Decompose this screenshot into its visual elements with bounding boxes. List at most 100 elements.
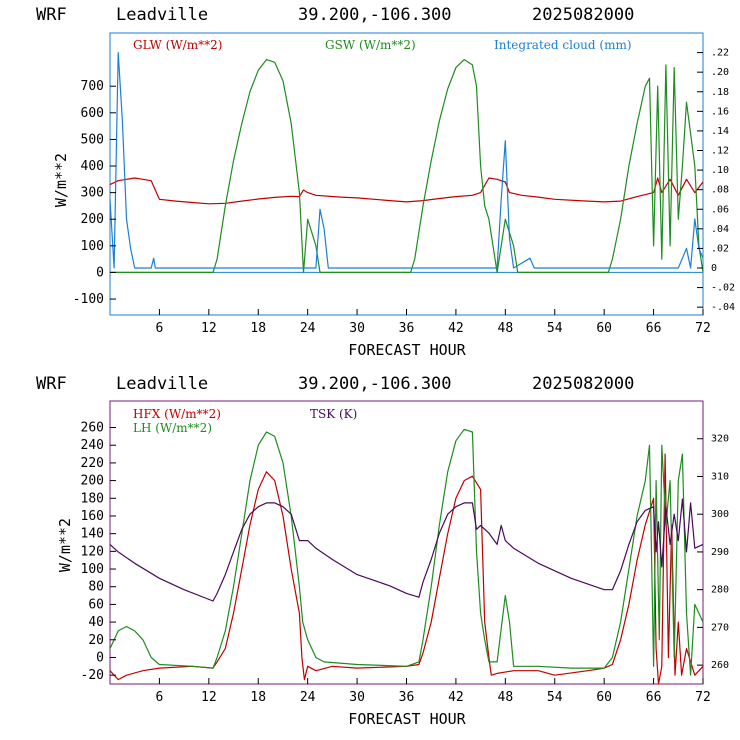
- chart1-ytick-label: 700: [81, 79, 104, 94]
- chart1-axes: 6 12 18 24 30 36 42 48 54 60 66 72 -100 0 100 200 300 400…: [73, 48, 735, 336]
- chart1-xtick-label: 24: [300, 321, 316, 336]
- chart2-xtick-label: 12: [201, 690, 217, 705]
- chart1-header: WRF Leadville 39.200,-106.300 2025082000: [36, 5, 634, 25]
- chart1-ytick-label: 0: [96, 265, 104, 280]
- chart1-rtick-label: .04: [711, 224, 729, 235]
- chart1-xlabel: FORECAST HOUR: [348, 341, 466, 359]
- chart1-rtick-label: .10: [711, 165, 729, 176]
- chart1-xtick-label: 30: [349, 321, 365, 336]
- chart1-series-line-0: [109, 177, 704, 205]
- chart2-run: 2025082000: [532, 374, 634, 394]
- chart1-ylabel: W/m**2: [52, 153, 70, 207]
- chart1-ytick-label: 100: [81, 239, 104, 254]
- chart2-ytick-label: 40: [88, 615, 104, 630]
- chart1-rtick-label: .22: [711, 48, 729, 59]
- chart2-rtick-label: 320: [711, 434, 729, 445]
- chart2-xtick-label: 66: [646, 690, 662, 705]
- chart2-ytick-label: 240: [81, 438, 104, 453]
- chart1-ytick-label: 500: [81, 132, 104, 147]
- chart1-xtick-label: 54: [547, 321, 563, 336]
- chart2-legend-lh: LH (W/m**2): [133, 421, 212, 435]
- chart2-ytick-label: 100: [81, 562, 104, 577]
- chart2-xtick-label: 24: [300, 690, 316, 705]
- chart2-header: WRF Leadville 39.200,-106.300 2025082000: [36, 374, 634, 394]
- chart2-xtick-label: 30: [349, 690, 365, 705]
- chart2-axes: 6 12 18 24 30 36 42 48 54 60 66 72 -20 0 20 40 60 80 100 12…: [81, 421, 730, 705]
- chart2-xtick-label: 54: [547, 690, 563, 705]
- chart2-ytick-label: 20: [88, 633, 104, 648]
- chart1-xtick-label: 36: [399, 321, 415, 336]
- chart1-xtick-label: 6: [156, 321, 164, 336]
- chart1-rtick-label: .12: [711, 146, 729, 157]
- chart2-xtick-label: 48: [498, 690, 514, 705]
- chart2-series-line-1: [109, 428, 704, 676]
- chart2-xtick-label: 6: [156, 690, 164, 705]
- chart2-station: Leadville: [116, 374, 208, 394]
- chart2-series: [109, 428, 704, 685]
- chart2-rtick-label: 300: [711, 509, 729, 520]
- chart2-rtick-label: 260: [711, 660, 729, 671]
- chart2-frame: [109, 400, 704, 685]
- chart2-ytick-label: 120: [81, 544, 104, 559]
- chart2-xtick-label: 72: [695, 690, 711, 705]
- chart1-rtick-label: .02: [711, 243, 729, 254]
- chart2-legend-tsk: TSK (K): [310, 407, 357, 421]
- chart2-legend: HFX (W/m**2) LH (W/m**2) TSK (K): [133, 407, 357, 435]
- chart2-ytick-label: -20: [81, 668, 104, 683]
- chart2-series-line-2: [109, 498, 704, 602]
- chart1-rtick-label: .08: [711, 185, 729, 196]
- chart1-legend: GLW (W/m**2) GSW (W/m**2) Integrated clo…: [133, 38, 632, 52]
- chart1-rtick-label: .20: [711, 67, 729, 78]
- chart2-ytick-label: 260: [81, 421, 104, 436]
- chart1-rtick-label: .06: [711, 204, 729, 215]
- chart2-ytick-label: 0: [96, 650, 104, 665]
- chart1-rtick-label: .16: [711, 106, 729, 117]
- chart1-series-line-2: [109, 52, 704, 269]
- chart1-rtick-label: 0: [711, 263, 717, 274]
- chart2-ytick-label: 140: [81, 527, 104, 542]
- chart1-xtick-label: 72: [695, 321, 711, 336]
- chart1-run: 2025082000: [532, 5, 634, 25]
- chart2-rtick-label: 270: [711, 622, 729, 633]
- chart2-ytick-label: 180: [81, 491, 104, 506]
- chart2-ytick-label: 200: [81, 474, 104, 489]
- chart1-rtick-label: -.04: [711, 302, 735, 313]
- chart1-rtick-label: -.02: [711, 283, 735, 294]
- chart2-xtick-label: 60: [596, 690, 612, 705]
- chart1-legend-glw: GLW (W/m**2): [133, 38, 222, 52]
- chart2-ytick-label: 220: [81, 456, 104, 471]
- chart2-ytick-label: 160: [81, 509, 104, 524]
- chart1-legend-cloud: Integrated cloud (mm): [494, 38, 632, 52]
- chart1-xtick-label: 42: [448, 321, 464, 336]
- chart2-rtick-label: 290: [711, 547, 729, 558]
- chart1-ytick-label: 600: [81, 106, 104, 121]
- chart2-ytick-label: 80: [88, 580, 104, 595]
- chart1-xtick-label: 18: [250, 321, 266, 336]
- chart2-model: WRF: [36, 374, 67, 394]
- chart2-xlabel: FORECAST HOUR: [348, 710, 466, 728]
- chart1-ytick-label: -100: [73, 292, 104, 307]
- chart1-ytick-label: 400: [81, 159, 104, 174]
- chart1-xtick-label: 48: [498, 321, 514, 336]
- chart2-rtick-label: 310: [711, 471, 729, 482]
- chart2-xtick-label: 36: [399, 690, 415, 705]
- chart1-model: WRF: [36, 5, 67, 25]
- chart1-xtick-label: 12: [201, 321, 217, 336]
- chart2-xtick-label: 18: [250, 690, 266, 705]
- chart1-coords: 39.200,-106.300: [298, 5, 452, 25]
- chart1-ytick-label: 200: [81, 212, 104, 227]
- chart1-ytick-label: 300: [81, 186, 104, 201]
- chart1-xtick-label: 66: [646, 321, 662, 336]
- chart2-coords: 39.200,-106.300: [298, 374, 452, 394]
- chart2-ytick-label: 60: [88, 597, 104, 612]
- chart1-rtick-label: .14: [711, 126, 729, 137]
- chart1-station: Leadville: [116, 5, 208, 25]
- chart2-rtick-label: 280: [711, 585, 729, 596]
- chart2-xtick-label: 42: [448, 690, 464, 705]
- chart2-legend-hfx: HFX (W/m**2): [133, 407, 221, 421]
- chart1-legend-gsw: GSW (W/m**2): [325, 38, 416, 52]
- chart1-rtick-label: .18: [711, 87, 729, 98]
- chart2-ylabel: W/m**2: [56, 518, 74, 572]
- chart2-series-line-0: [109, 453, 704, 685]
